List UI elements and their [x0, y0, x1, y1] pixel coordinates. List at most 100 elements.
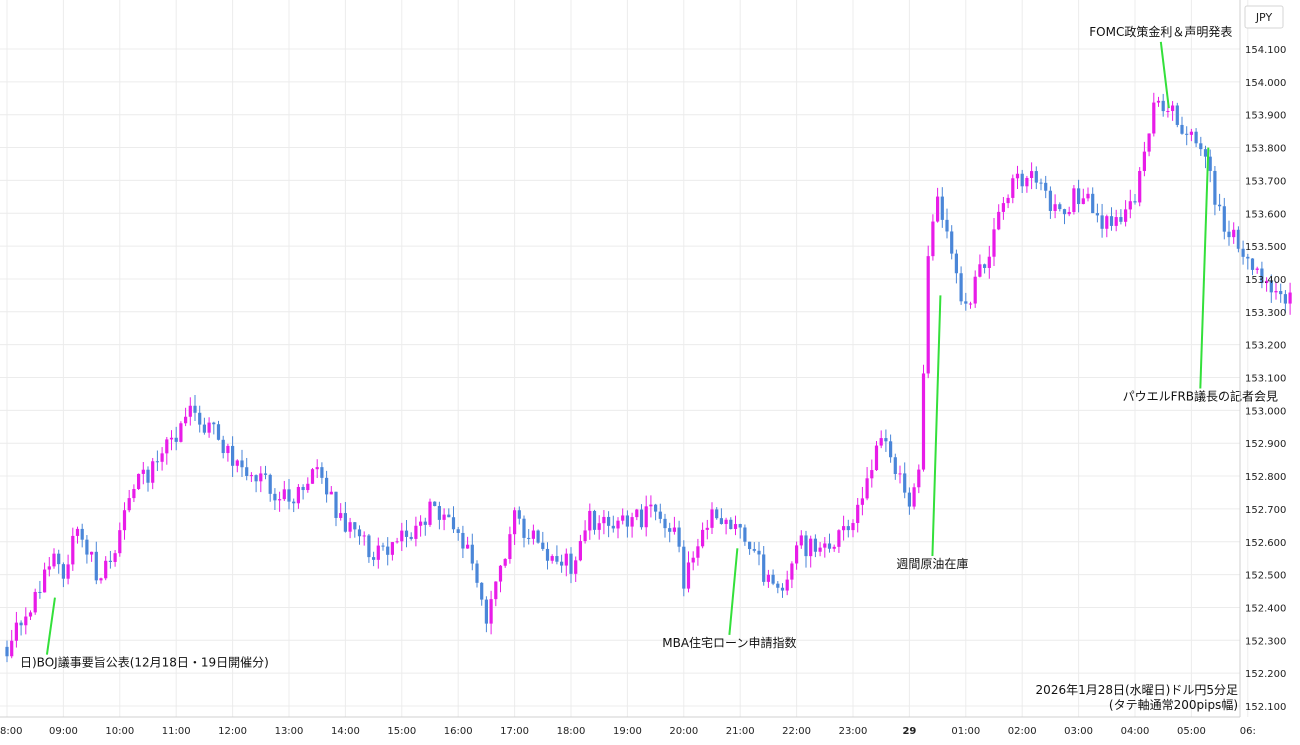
y-tick-label: 153.800	[1245, 144, 1286, 155]
candle	[987, 245, 991, 279]
candle	[466, 536, 470, 549]
x-tick-label: 15:00	[387, 726, 416, 737]
candle	[733, 515, 738, 536]
candle	[522, 515, 526, 548]
x-tick-label: 14:00	[331, 726, 360, 737]
candle	[950, 225, 954, 260]
candle	[381, 542, 385, 551]
candle	[1077, 179, 1081, 213]
candle	[517, 506, 521, 525]
candle	[790, 561, 794, 589]
candle	[24, 607, 28, 635]
candle	[155, 450, 159, 472]
candle	[179, 421, 183, 443]
candle	[137, 473, 141, 491]
candle	[1067, 206, 1071, 217]
candle	[423, 517, 427, 536]
candle	[1091, 187, 1095, 214]
candle	[428, 498, 432, 527]
candle	[1250, 258, 1255, 276]
candle	[113, 550, 117, 567]
candle	[94, 541, 98, 585]
x-tick-label: 23:00	[839, 726, 868, 737]
candle	[494, 581, 498, 607]
candle	[682, 540, 686, 597]
candle	[38, 580, 42, 599]
candle	[451, 506, 456, 534]
candle	[1274, 281, 1278, 300]
candle	[216, 420, 221, 441]
annotations: 日)BOJ議事要旨公表(12月18日・19日開催分) MBA住宅ローン申請指数 週間…	[20, 24, 1278, 670]
candle	[160, 447, 164, 471]
candle	[1006, 194, 1010, 209]
currency-box[interactable]: JPY	[1244, 5, 1284, 29]
y-axis: 152.100 152.200 152.300 152.400 152.500 152.6…	[1239, 0, 1286, 717]
candle	[306, 477, 310, 493]
candle	[80, 523, 84, 548]
x-tick-label: 8:00	[0, 726, 22, 737]
candle	[1100, 203, 1104, 238]
candle	[1218, 193, 1222, 211]
candle	[785, 570, 789, 596]
candle	[480, 582, 484, 606]
candle	[870, 459, 874, 488]
candle	[263, 465, 268, 480]
candle	[799, 530, 803, 549]
candle	[310, 468, 315, 484]
candle	[28, 610, 33, 621]
candle	[207, 417, 211, 438]
candle	[400, 522, 404, 551]
annotation-leader	[1199, 147, 1210, 389]
candle	[1058, 202, 1062, 212]
candle	[52, 548, 56, 569]
candle	[531, 524, 535, 545]
candle	[1279, 283, 1283, 303]
candle	[724, 517, 728, 535]
candle	[766, 569, 770, 588]
candle	[141, 462, 145, 485]
y-tick-label: 152.500	[1245, 571, 1286, 582]
candle	[249, 472, 253, 483]
candle	[898, 465, 902, 484]
candle	[701, 522, 705, 549]
y-tick-label: 153.600	[1245, 209, 1286, 220]
candle	[757, 541, 761, 566]
candle	[1171, 101, 1175, 121]
candle	[837, 529, 841, 553]
candle	[752, 542, 756, 553]
candle	[235, 459, 239, 473]
candle	[221, 435, 225, 459]
candle	[1255, 266, 1259, 274]
candle	[607, 511, 611, 538]
candle	[856, 498, 860, 533]
x-tick-label: 13:00	[275, 726, 304, 737]
candle	[874, 441, 879, 471]
candle	[654, 503, 658, 521]
annotation-label: パウエルFRB議長の記者会見	[1123, 388, 1278, 403]
y-tick-label: 153.200	[1245, 341, 1286, 352]
candle	[1095, 203, 1099, 223]
candle	[827, 533, 832, 553]
candle	[564, 548, 568, 577]
candle	[470, 533, 474, 571]
candle	[75, 526, 80, 544]
candle	[945, 208, 949, 239]
candle	[1213, 166, 1217, 216]
candle	[33, 588, 37, 615]
y-tick-label: 152.600	[1245, 538, 1286, 549]
candle	[574, 556, 578, 582]
candle	[320, 462, 324, 484]
candle	[940, 187, 944, 228]
candle	[813, 534, 817, 558]
candle	[719, 508, 723, 525]
x-tick-label: 09:00	[49, 726, 78, 737]
candle	[729, 517, 733, 530]
candle	[433, 501, 437, 507]
candle	[710, 502, 714, 535]
candle	[832, 544, 836, 552]
annotation-label: MBA住宅ローン申請指数	[662, 635, 796, 650]
candle	[259, 466, 263, 493]
candle	[997, 204, 1001, 231]
candle	[442, 508, 446, 531]
